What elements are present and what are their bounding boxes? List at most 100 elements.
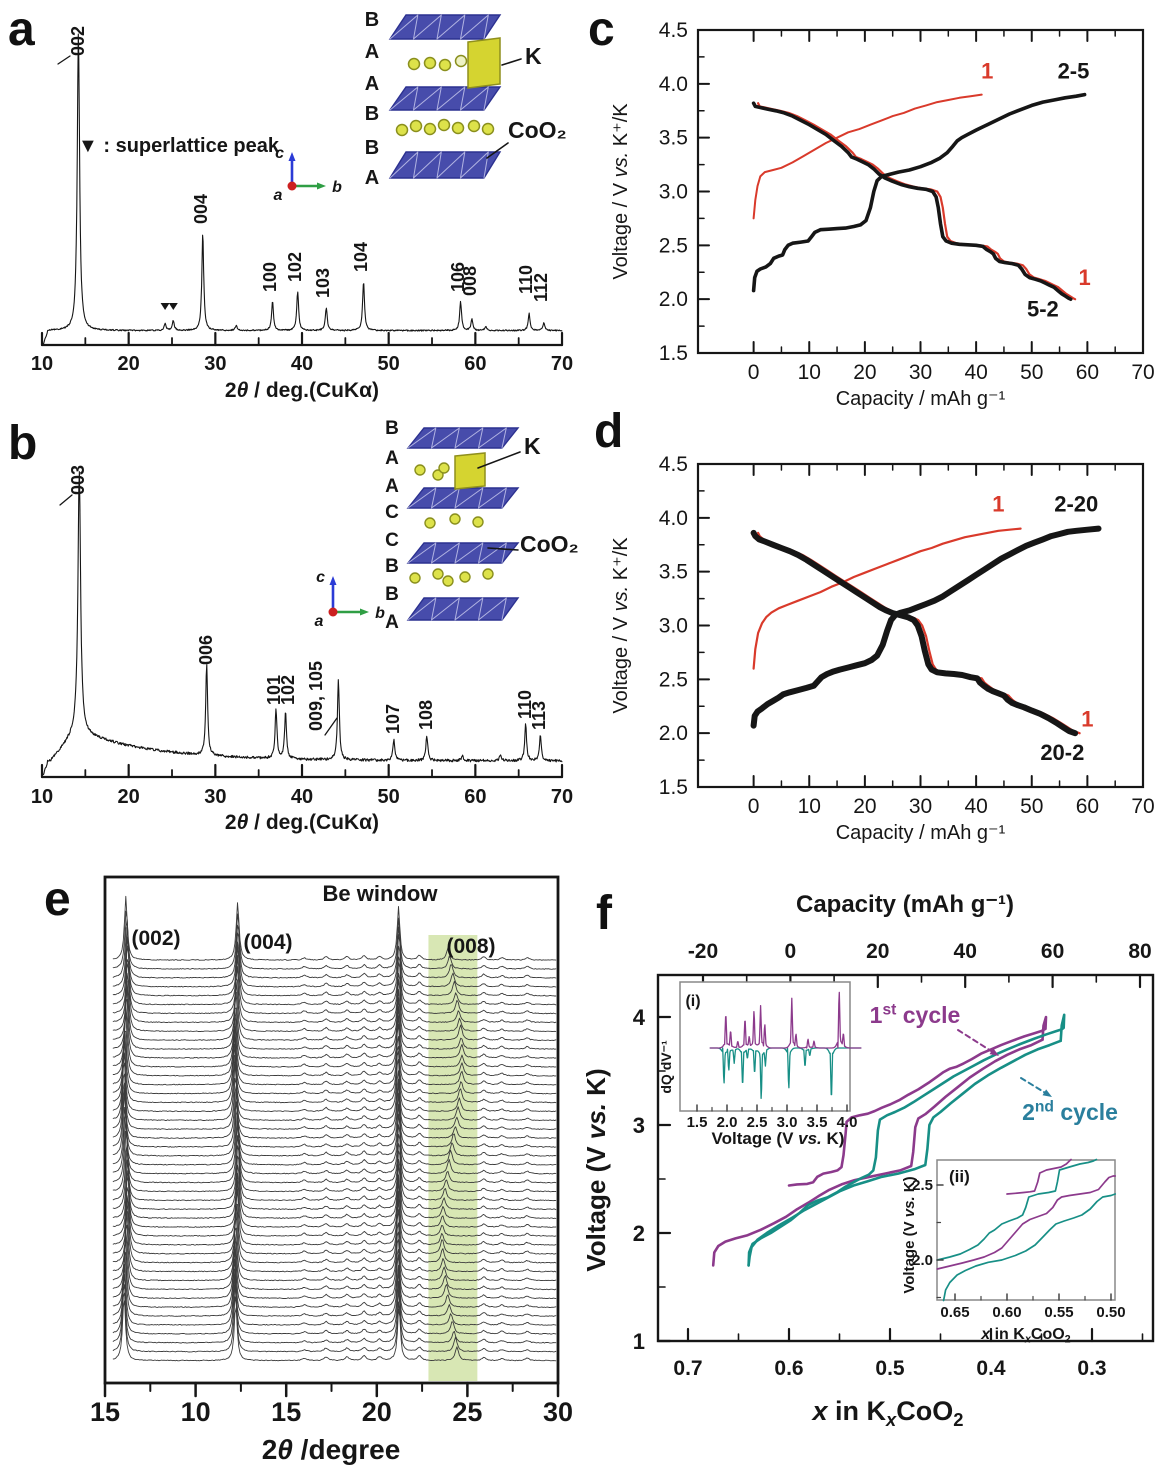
peak-label: Be window bbox=[323, 881, 439, 906]
peak-label: (008) bbox=[446, 935, 495, 958]
x-tick-label: 20 bbox=[118, 353, 140, 375]
stacking-letter: A bbox=[385, 476, 399, 497]
series-discharge-5-2 bbox=[751, 101, 1073, 301]
top-x-axis-title: Capacity (mAh g⁻¹) bbox=[796, 891, 1014, 918]
x-tick-label: 25 bbox=[452, 1397, 482, 1427]
k-prism bbox=[454, 452, 486, 490]
series-charge-1 bbox=[752, 527, 1022, 670]
x-tick-label: 40 bbox=[964, 361, 987, 384]
x-axis-title: x in KxCoO2 bbox=[811, 1396, 964, 1430]
panel-c-letter: c bbox=[588, 3, 615, 56]
stacking-letter: B bbox=[385, 584, 399, 605]
curve-label: 2-5 bbox=[1058, 58, 1090, 83]
y-tick-label: 4 bbox=[633, 1005, 646, 1030]
series bbox=[711, 1013, 1066, 1267]
inset-y-axis-title: dQ dV⁻¹ bbox=[658, 1040, 674, 1094]
inset-series-1st-discharge bbox=[936, 1175, 1117, 1270]
stacking-letter: B bbox=[365, 137, 379, 159]
y-axis-title: Voltage (V vs. K) bbox=[581, 1068, 611, 1271]
x-tick-label: 15 bbox=[90, 1397, 120, 1427]
x-tick-label: 20 bbox=[853, 361, 876, 384]
x-tick-label: 40 bbox=[291, 786, 313, 808]
y-tick-label: 3 bbox=[633, 1113, 645, 1138]
curve-label: 2-20 bbox=[1054, 491, 1098, 516]
x-tick-label: 0.7 bbox=[673, 1357, 702, 1380]
panel-b-letter: b bbox=[8, 417, 38, 470]
inset-x-tick-label: 3.5 bbox=[807, 1114, 828, 1131]
peak-label: 112 bbox=[531, 273, 551, 302]
k-label: K bbox=[525, 43, 542, 69]
series-discharge-20-2 bbox=[750, 529, 1079, 737]
x-tick-label: 10 bbox=[181, 1397, 211, 1427]
inset-y-axis-title: Voltage (V vs. K) bbox=[901, 1176, 918, 1293]
panel-e-plot: 15 10 15 20 25 30 2θ /degree (002) (004) Be windo… bbox=[90, 875, 573, 1465]
series bbox=[751, 92, 1087, 301]
peak-label: 102 bbox=[278, 675, 298, 705]
curve-label: 1 bbox=[1081, 707, 1093, 732]
y-tick-label: 4.0 bbox=[659, 73, 688, 96]
y-tick-label: 2.0 bbox=[659, 722, 688, 745]
y-tick-label: 2.0 bbox=[659, 288, 688, 311]
peak-label: 113 bbox=[529, 701, 549, 730]
top-x-tick-label: 60 bbox=[1041, 940, 1064, 963]
axis-a-label: a bbox=[274, 187, 283, 204]
x-axis-title: 2θ /degree bbox=[262, 1434, 401, 1465]
x-tick-label: 10 bbox=[798, 795, 821, 818]
peak-label: 107 bbox=[383, 704, 403, 734]
series-charge-2-20 bbox=[750, 525, 1102, 729]
curve-label: 20-2 bbox=[1040, 740, 1084, 765]
axis-c-label: c bbox=[316, 569, 325, 586]
curve-label: 1 bbox=[1078, 265, 1090, 290]
y-tick-label: 3.5 bbox=[659, 127, 688, 150]
x-tick-label: 0.5 bbox=[875, 1357, 905, 1380]
series bbox=[750, 525, 1102, 737]
peak-label: 103 bbox=[313, 268, 333, 298]
peak-label: 108 bbox=[416, 700, 436, 730]
k-prism bbox=[467, 37, 501, 89]
x-axis-title: 2θ / deg.(CuKα) bbox=[225, 379, 379, 402]
peak-label: 009, 105 bbox=[306, 661, 326, 731]
y-tick-label: 2.5 bbox=[659, 668, 688, 691]
stacking-letter: B bbox=[365, 103, 379, 125]
peak-label: 003 bbox=[68, 465, 88, 495]
series-discharge-1 bbox=[757, 102, 1077, 301]
inset-x-tick-label: 3.0 bbox=[777, 1114, 798, 1131]
y-tick-label: 3.5 bbox=[659, 561, 688, 584]
y-tick-label: 4.5 bbox=[659, 19, 688, 42]
x-axis-title: 2θ / deg.(CuKα) bbox=[225, 811, 379, 834]
y-tick-label: 2.5 bbox=[659, 234, 688, 257]
peak-label: 002 bbox=[68, 26, 88, 56]
y-tick-label: 4.0 bbox=[659, 507, 688, 530]
y-tick-label: 3.0 bbox=[659, 615, 688, 638]
y-tick-label: 1.5 bbox=[659, 342, 688, 365]
inset-y-tick-label: 2.5 bbox=[912, 1177, 933, 1194]
inset-x-tick-label: 0.65 bbox=[940, 1304, 969, 1321]
x-tick-label: 30 bbox=[543, 1397, 573, 1427]
series-charge-2-5 bbox=[751, 92, 1087, 293]
axis-b-label: b bbox=[332, 179, 342, 196]
inset-x-tick-label: 0.50 bbox=[1096, 1304, 1125, 1321]
panel-f-voltage-composition-chart: Capacity (mAh g⁻¹)-20 0 20 40 60 800.7 0.6 0.5 0… bbox=[581, 891, 1155, 1430]
top-x-tick-label: 0 bbox=[785, 940, 797, 963]
x-tick-label: 20 bbox=[118, 786, 140, 808]
inset-x-tick-label: 0.55 bbox=[1044, 1304, 1073, 1321]
stacking-letter: A bbox=[365, 167, 379, 189]
x-tick-label: 0.4 bbox=[976, 1357, 1006, 1380]
x-tick-label: 0.3 bbox=[1077, 1357, 1106, 1380]
stacking-letter: C bbox=[385, 502, 399, 523]
axis-a-label: a bbox=[315, 613, 324, 630]
x-tick-label: 10 bbox=[31, 786, 53, 808]
x-tick-label: 40 bbox=[964, 795, 987, 818]
axis-c-label: c bbox=[275, 145, 284, 162]
waterfall-traces bbox=[112, 895, 557, 1362]
inset-x-tick-label: 1.5 bbox=[687, 1114, 708, 1131]
top-x-tick-label: 80 bbox=[1128, 940, 1151, 963]
panel-e-insitu-xrd-waterfall: 15 10 15 20 25 30 2θ /degree (002) (004) Be windo… bbox=[90, 875, 573, 1465]
cycle-label: 1st cycle bbox=[870, 1002, 961, 1028]
annotation-arrow bbox=[1020, 1077, 1052, 1097]
curve-label: 5-2 bbox=[1027, 296, 1059, 321]
panel-f-letter: f bbox=[596, 887, 612, 940]
